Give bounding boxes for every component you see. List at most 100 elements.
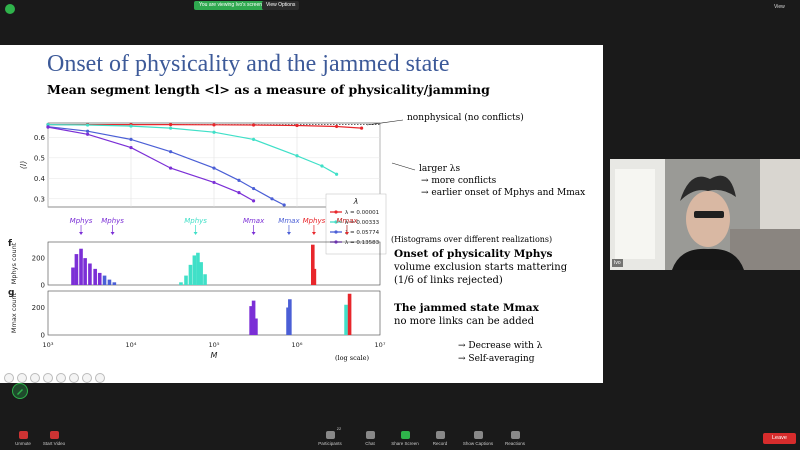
y-tick-label: 0.6: [34, 134, 46, 142]
screen-share-banner: You are viewing Ivo's screen: [194, 1, 268, 10]
marker-arrowhead: [311, 232, 316, 235]
marker-arrowhead: [251, 232, 256, 235]
annotation-toolbar: [4, 370, 108, 383]
slide-subtitle: Mean segment length <l> as a measure of …: [47, 82, 490, 97]
participants-button[interactable]: Participants: [312, 427, 348, 450]
hist-f-bar: [310, 244, 315, 285]
legend-title: λ: [353, 197, 359, 206]
participant-video-frame: [610, 159, 800, 270]
hist-f-bar: [88, 263, 92, 285]
series-point-3: [237, 178, 241, 182]
reactions-button[interactable]: Reactions: [500, 427, 530, 450]
marker-label: Mmax: [336, 217, 358, 225]
hist-f-bar: [203, 274, 207, 285]
x-tick-label: 10⁶: [292, 341, 303, 349]
hist-f-y-axis-label: Mphys count: [10, 242, 18, 284]
hist-g-bar: [249, 306, 253, 335]
hist-f-bar: [192, 255, 197, 285]
annotate-mouse-icon[interactable]: [4, 373, 14, 383]
hist-g-bar: [288, 299, 292, 335]
hist-f-bar: [179, 282, 183, 285]
marker-label: Mphys: [184, 217, 207, 225]
unmute-button[interactable]: Unmute: [8, 427, 38, 450]
x-tick-label: 10⁷: [375, 341, 386, 349]
series-point-4: [46, 125, 50, 129]
marker-arrowhead: [110, 232, 115, 235]
captions-icon: [473, 431, 483, 439]
marker-label: Mmax: [336, 217, 358, 225]
hist-f-panel-label: f: [8, 239, 12, 249]
hist-f-y-tick: 0: [41, 282, 45, 290]
series-point-4: [86, 132, 90, 136]
annotate-stamp-icon[interactable]: [43, 373, 53, 383]
series-point-3: [86, 129, 90, 133]
hist-f-bar: [107, 279, 112, 285]
microphone-off-icon: [18, 431, 28, 439]
annotate-select-icon[interactable]: [17, 373, 27, 383]
reactions-label: Reactions: [504, 441, 525, 446]
marker-label: Mmax: [243, 217, 265, 225]
annotate-format-icon[interactable]: [82, 373, 92, 383]
video-off-icon: [49, 431, 59, 439]
participant-name-tag: Ivo: [612, 259, 623, 267]
participants-icon: [325, 431, 335, 439]
more-conflicts-annotation: → more conflicts: [421, 176, 497, 186]
legend-entry: λ = 0.05774: [345, 230, 380, 236]
x-axis-label: M: [211, 351, 218, 360]
chat-icon: [365, 431, 375, 439]
marker-label: Mphys: [70, 217, 93, 225]
legend-box: [325, 193, 387, 255]
hist-g-bar: [347, 293, 352, 335]
hist-g-bar: [251, 300, 256, 335]
series-point-1: [169, 123, 173, 127]
series-point-3: [129, 137, 133, 141]
participant-count: 22: [336, 426, 342, 431]
zoom-toolbar: Unmute Start Video Participants 22 Chat …: [0, 426, 800, 450]
view-button[interactable]: View: [774, 4, 785, 10]
annotate-draw-icon[interactable]: [30, 373, 40, 383]
chat-button[interactable]: Chat: [358, 427, 382, 450]
marker-label: Mphys: [303, 217, 326, 225]
legend-entry: λ = 0.13583: [345, 240, 380, 246]
security-shield-icon[interactable]: [5, 4, 15, 14]
series-point-2: [335, 172, 339, 176]
series-point-2: [252, 137, 256, 141]
series-point-1: [212, 123, 216, 127]
series-point-1: [295, 123, 299, 128]
x-tick-label: 10³: [43, 341, 54, 349]
record-icon: [435, 431, 445, 439]
reactions-icon: [510, 431, 520, 439]
captions-label: Show Captions: [462, 441, 494, 446]
jammed-title: The jammed state Mmax: [394, 302, 539, 314]
annotate-spotlight-icon[interactable]: [56, 373, 66, 383]
show-captions-button[interactable]: Show Captions: [460, 427, 496, 450]
record-button[interactable]: Record: [428, 427, 452, 450]
chat-label: Chat: [365, 441, 375, 446]
share-screen-button[interactable]: Share Screen: [388, 427, 422, 450]
annotate-undo-icon[interactable]: [95, 373, 105, 383]
view-options-button[interactable]: View Options: [262, 1, 300, 10]
hist-f-bar: [102, 275, 107, 285]
record-label: Record: [432, 441, 448, 446]
annotate-pen-button[interactable]: [12, 383, 28, 399]
share-screen-icon: [400, 431, 410, 439]
series-point-4: [129, 145, 133, 150]
larger-lambda-annotation: larger λs: [419, 164, 461, 174]
series-point-4: [212, 180, 216, 185]
series-point-3: [252, 186, 256, 191]
series-point-1: [335, 124, 339, 129]
hist-f-bar: [196, 252, 200, 285]
larger-lambda-arrow: [391, 162, 416, 171]
share-screen-label: Share Screen: [391, 441, 419, 446]
hist-f-bar: [83, 258, 87, 285]
start-video-button[interactable]: Start Video: [38, 427, 70, 450]
marker-arrowhead: [286, 232, 291, 235]
annotate-eraser-icon[interactable]: [69, 373, 79, 383]
hist-g-bar: [344, 304, 348, 335]
x-tick-label: 10⁴: [126, 341, 137, 349]
leave-button[interactable]: Leave: [763, 433, 796, 444]
earlier-onset-annotation: → earlier onset of Mphys and Mmax: [421, 188, 586, 198]
hist-f-frame: [47, 241, 381, 286]
hist-f-bar: [312, 268, 317, 285]
participant-video[interactable]: Ivo: [610, 159, 800, 270]
